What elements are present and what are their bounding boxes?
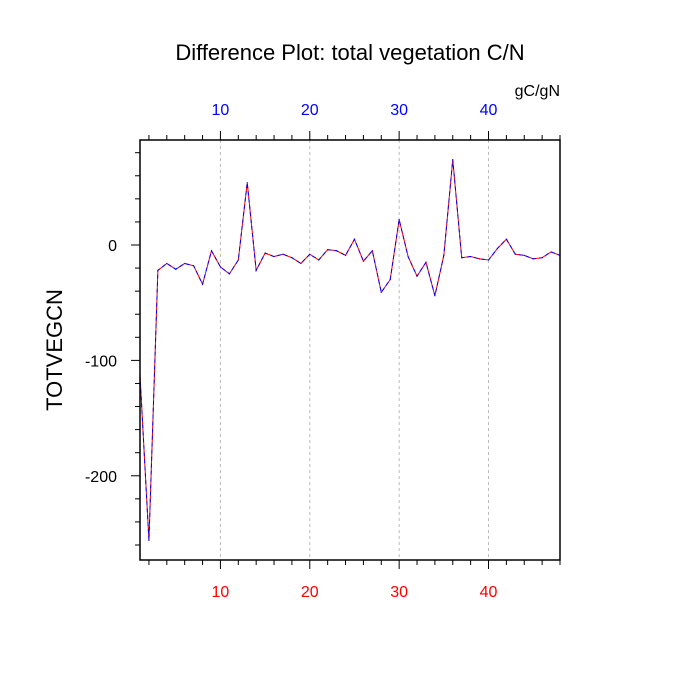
chart-title: Difference Plot: total vegetation C/N [175,40,524,65]
series-line-red [139,159,561,541]
data-point-27 [371,250,373,252]
data-point-7 [193,265,195,267]
x-tick-label-top-20: 20 [301,102,319,119]
x-tick-label-top-30: 30 [390,102,408,119]
data-point-39 [478,258,481,260]
units-label: gC/gN [515,83,560,100]
data-point-20 [309,253,311,255]
data-point-17 [282,253,284,255]
series-group [139,159,561,541]
data-point-32 [416,275,418,277]
data-point-38 [470,255,472,258]
data-point-10 [219,266,222,268]
data-point-26 [362,260,365,262]
data-point-47 [550,251,552,253]
x-tick-label-bottom-10: 10 [212,584,230,601]
data-point-29 [389,279,391,281]
data-point-8 [201,283,204,285]
data-point-31 [407,255,409,258]
data-point-16 [273,255,275,258]
data-point-19 [300,262,302,265]
data-point-28 [380,291,382,293]
data-point-25 [353,238,356,240]
series-line-blue [139,159,561,541]
y-tick-label-0: 0 [108,238,117,255]
data-point-14 [255,269,257,271]
data-point-33 [425,261,427,263]
data-point-45 [532,258,534,260]
data-point-18 [291,257,293,259]
data-point-12 [237,259,239,261]
data-point-23 [335,250,338,252]
x-tick-label-top-10: 10 [212,102,230,119]
data-point-42 [505,238,507,240]
grid [219,140,490,560]
data-point-37 [461,257,463,259]
y-tick-label--100: -100 [85,353,117,370]
data-point-30 [398,219,400,221]
data-point-22 [327,249,329,251]
data-point-21 [318,259,320,261]
data-point-5 [175,268,177,270]
tick-labels: 10 10 20 20 30 30 40 40 0 -100 -200 [85,102,498,601]
data-point-43 [514,253,516,255]
data-point-34 [434,295,436,297]
axis-ticks [131,131,561,569]
data-point-46 [541,257,543,259]
x-tick-label-bottom-30: 30 [390,584,408,601]
data-point-9 [210,250,213,252]
data-point-15 [264,252,266,254]
data-point-4 [166,262,168,265]
y-axis-label: TOTVEGCN [42,289,67,411]
x-tick-label-bottom-40: 40 [480,584,498,601]
data-point-24 [344,254,347,256]
x-tick-label-bottom-20: 20 [301,584,319,601]
data-point-36 [452,159,454,161]
data-point-35 [443,254,445,256]
data-point-2 [148,539,150,541]
y-tick-label--200: -200 [85,469,117,486]
data-point-6 [184,262,186,265]
data-point-3 [157,269,159,271]
data-point-40 [487,259,490,261]
data-point-11 [228,273,230,275]
x-tick-label-top-40: 40 [480,102,498,119]
data-point-41 [496,247,499,250]
data-point-13 [246,182,248,184]
plot-frame [139,139,561,561]
data-point-44 [523,254,525,256]
